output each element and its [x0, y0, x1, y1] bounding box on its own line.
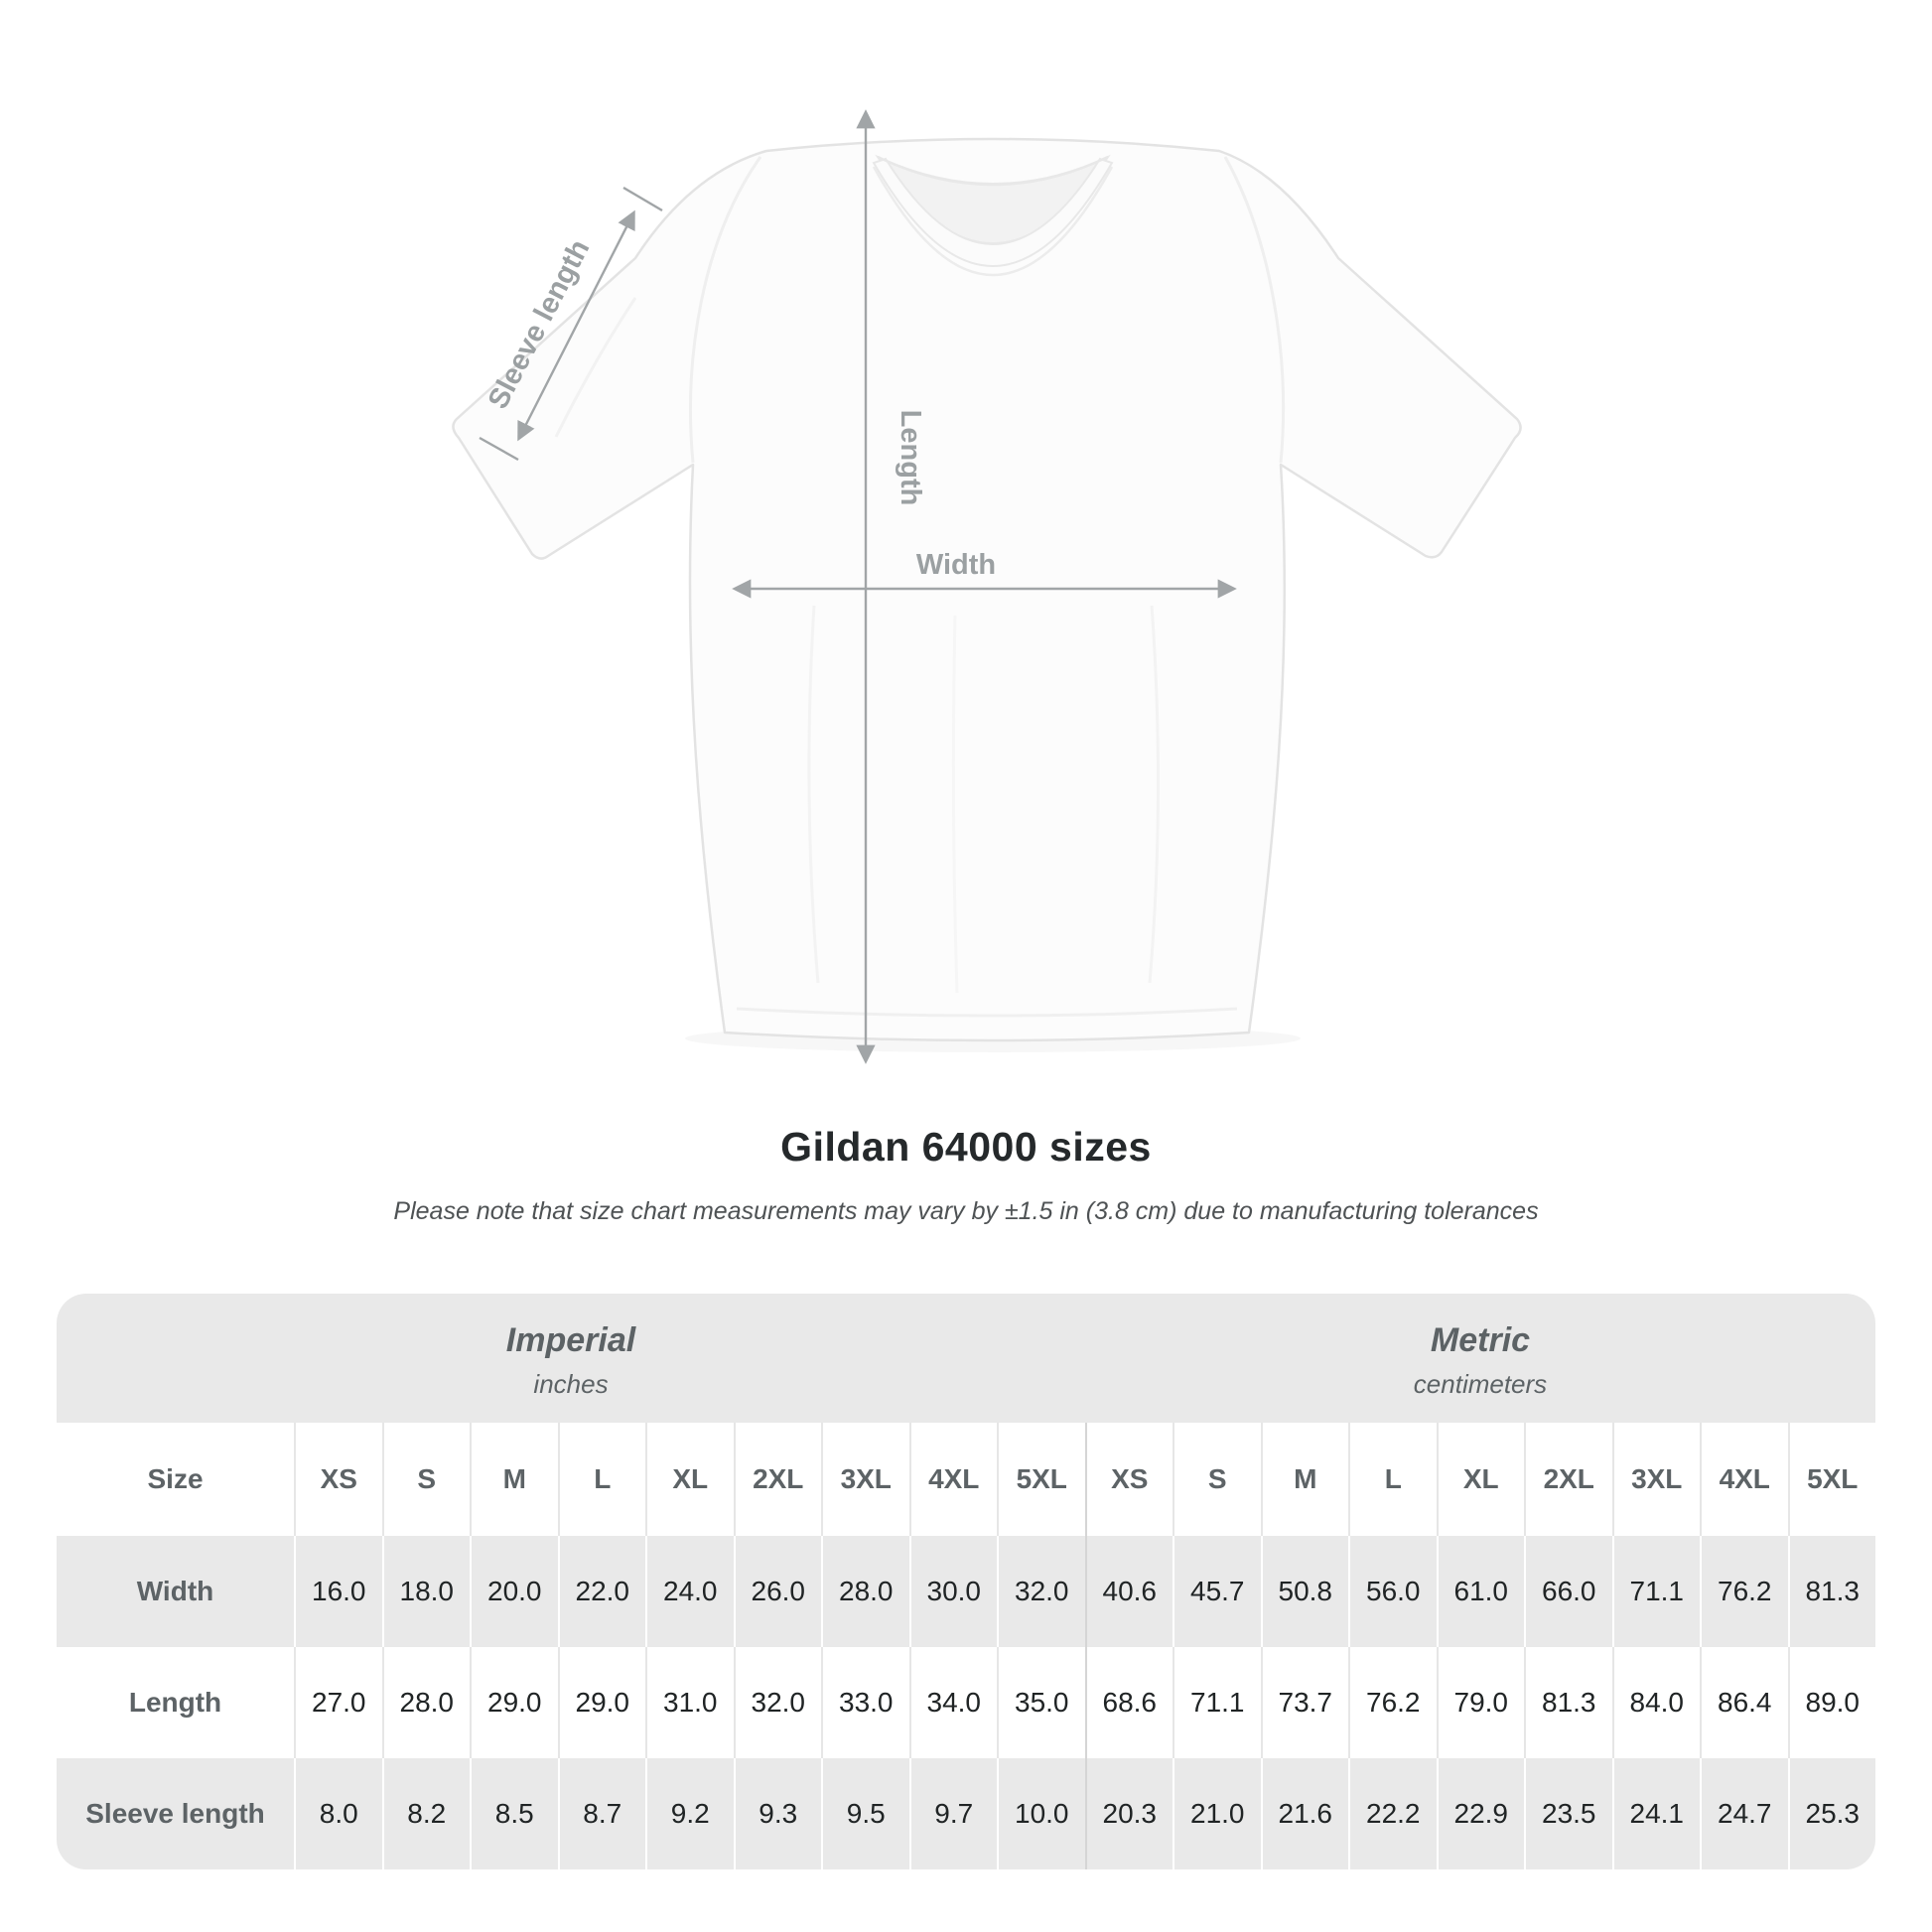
measurement-row: Width 16.0 18.0 20.0 22.0 24.0 26.0 28.0 30.0 32.… [57, 1536, 1875, 1647]
size-header-cell: S [381, 1423, 471, 1536]
sleeve-arrow-tick-top [622, 186, 663, 212]
size-header-cell: 3XL [1611, 1423, 1701, 1536]
value-cell: 86.4 [1700, 1647, 1788, 1758]
value-cell: 9.2 [645, 1758, 734, 1869]
width-label: Width [916, 549, 996, 581]
sleeve-arrow-tick-bottom [479, 436, 519, 462]
unit-band: Imperial inches Metric centimeters [57, 1294, 1875, 1423]
value-cell: 8.0 [294, 1758, 382, 1869]
value-cell: 28.0 [381, 1647, 471, 1758]
value-cell: 81.3 [1787, 1536, 1876, 1647]
size-header-cell: 5XL [997, 1423, 1085, 1536]
value-cell: 25.3 [1787, 1758, 1876, 1869]
size-header-cell: XL [645, 1423, 734, 1536]
page-title: Gildan 64000 sizes [780, 1124, 1152, 1170]
size-table-grid: Size XS S M L XL 2XL 3XL 4XL 5XL XS S M L XL 2XL 3XL 4XL 5… [57, 1423, 1875, 1869]
value-cell: 35.0 [997, 1647, 1085, 1758]
measurement-row: Sleeve length 8.0 8.2 8.5 8.7 9.2 9.3 9.5 9.7 10.… [57, 1758, 1875, 1869]
value-cell: 22.2 [1348, 1758, 1437, 1869]
value-cell: 45.7 [1173, 1536, 1261, 1647]
value-cell: 28.0 [821, 1536, 909, 1647]
metric-title: Metric [1430, 1320, 1531, 1359]
tolerance-note: Please note that size chart measurements… [393, 1197, 1539, 1225]
value-cell: 8.7 [557, 1758, 646, 1869]
value-cell: 66.0 [1524, 1536, 1612, 1647]
size-header-cell: 4XL [1700, 1423, 1788, 1536]
value-cell: 9.7 [908, 1758, 998, 1869]
measurement-row: Length 27.0 28.0 29.0 29.0 31.0 32.0 33.0 34.0 35… [57, 1647, 1875, 1758]
sleeve-arrow [517, 209, 635, 442]
value-cell: 79.0 [1436, 1647, 1525, 1758]
value-cell: 8.2 [381, 1758, 471, 1869]
value-cell: 20.0 [470, 1536, 558, 1647]
value-cell: 89.0 [1787, 1647, 1876, 1758]
value-cell: 21.0 [1173, 1758, 1261, 1869]
value-cell: 22.0 [557, 1536, 646, 1647]
value-cell: 18.0 [381, 1536, 471, 1647]
value-cell: 71.1 [1611, 1536, 1701, 1647]
tshirt-diagram: Sleeve length Length Width [452, 109, 1522, 1064]
value-cell: 40.6 [1084, 1536, 1173, 1647]
size-header-cell: M [1260, 1423, 1349, 1536]
row-label: Length [128, 1687, 222, 1718]
value-cell: 29.0 [557, 1647, 646, 1758]
value-cell: 50.8 [1260, 1536, 1349, 1647]
size-header-cell: 2XL [1524, 1423, 1612, 1536]
value-cell: 10.0 [997, 1758, 1085, 1869]
size-header-cell: XS [294, 1423, 382, 1536]
value-cell: 29.0 [470, 1647, 558, 1758]
size-header-cell: 2XL [733, 1423, 822, 1536]
value-cell: 24.7 [1700, 1758, 1788, 1869]
value-cell: 33.0 [821, 1647, 909, 1758]
value-cell: 81.3 [1524, 1647, 1612, 1758]
size-header-cell: XL [1436, 1423, 1525, 1536]
value-cell: 32.0 [733, 1647, 822, 1758]
metric-unit: centimeters [1413, 1368, 1548, 1399]
value-cell: 24.1 [1611, 1758, 1701, 1869]
value-cell: 8.5 [470, 1758, 558, 1869]
value-cell: 20.3 [1084, 1758, 1173, 1869]
imperial-title: Imperial [505, 1320, 636, 1359]
size-table: Imperial inches Metric centimeters Size X… [57, 1294, 1875, 1869]
size-header-cell: L [557, 1423, 646, 1536]
value-cell: 73.7 [1260, 1647, 1349, 1758]
imperial-header: Imperial inches [57, 1294, 1085, 1423]
value-cell: 56.0 [1348, 1536, 1437, 1647]
value-cell: 23.5 [1524, 1758, 1612, 1869]
value-cell: 61.0 [1436, 1536, 1525, 1647]
size-header-cell: XS [1084, 1423, 1173, 1536]
value-cell: 21.6 [1260, 1758, 1349, 1869]
value-cell: 27.0 [294, 1647, 382, 1758]
value-cell: 32.0 [997, 1536, 1085, 1647]
imperial-unit: inches [533, 1368, 609, 1399]
value-cell: 76.2 [1348, 1647, 1437, 1758]
value-cell: 24.0 [645, 1536, 734, 1647]
size-header-row: Size XS S M L XL 2XL 3XL 4XL 5XL XS S M L XL 2XL 3XL 4XL 5… [57, 1423, 1875, 1536]
size-header-cell: L [1348, 1423, 1437, 1536]
value-cell: 9.3 [733, 1758, 822, 1869]
value-cell: 31.0 [645, 1647, 734, 1758]
value-cell: 16.0 [294, 1536, 382, 1647]
value-cell: 84.0 [1611, 1647, 1701, 1758]
size-header-cell: 3XL [821, 1423, 909, 1536]
size-header-cell: 4XL [908, 1423, 998, 1536]
value-cell: 76.2 [1700, 1536, 1788, 1647]
value-cell: 22.9 [1436, 1758, 1525, 1869]
size-header-cell: M [470, 1423, 558, 1536]
value-cell: 9.5 [821, 1758, 909, 1869]
size-col-header: Size [147, 1463, 204, 1494]
size-header-cell: S [1173, 1423, 1261, 1536]
value-cell: 26.0 [733, 1536, 822, 1647]
row-label: Width [136, 1576, 214, 1606]
value-cell: 71.1 [1173, 1647, 1261, 1758]
metric-header: Metric centimeters [1085, 1294, 1875, 1423]
value-cell: 34.0 [908, 1647, 998, 1758]
value-cell: 30.0 [908, 1536, 998, 1647]
value-cell: 68.6 [1084, 1647, 1173, 1758]
length-label: Length [895, 410, 926, 506]
row-label: Sleeve length [85, 1798, 265, 1829]
size-header-cell: 5XL [1787, 1423, 1876, 1536]
